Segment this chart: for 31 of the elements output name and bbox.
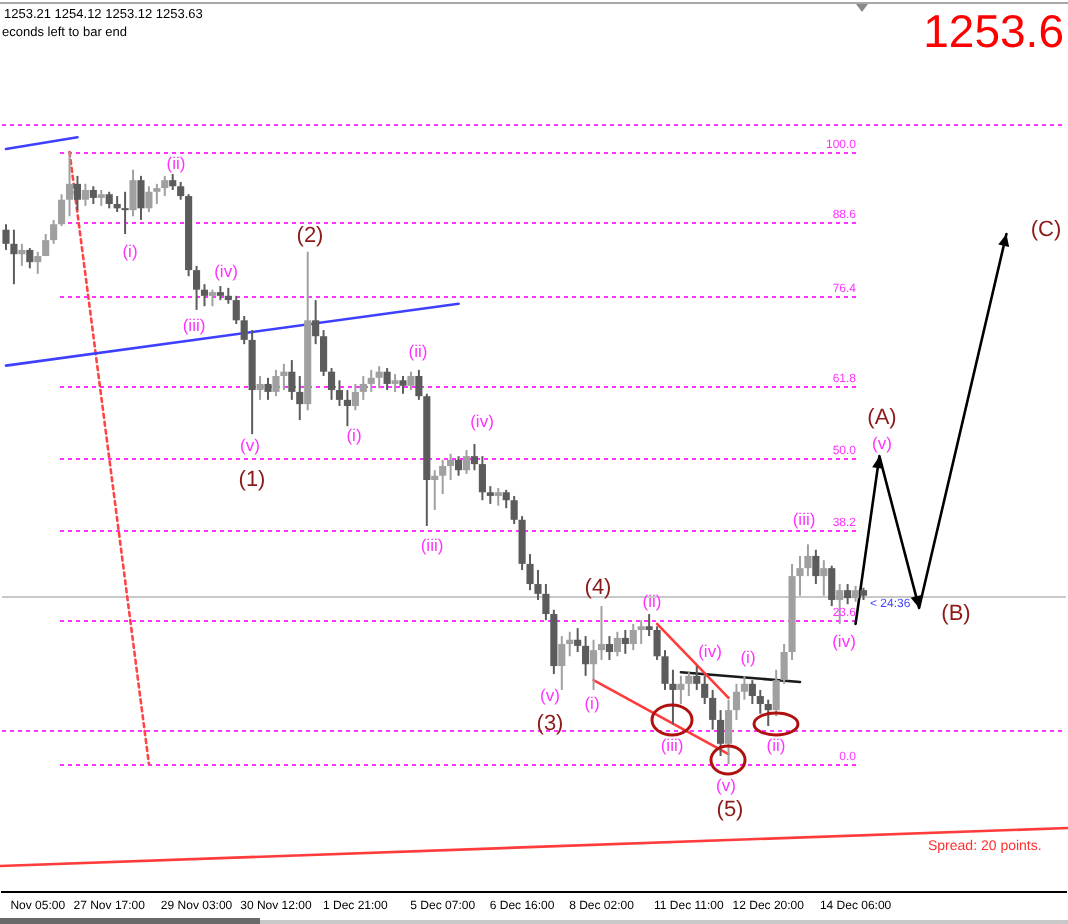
annotation: (i) [122,240,138,261]
annotation: (ii) [766,734,786,755]
annotation: (ii) [408,340,428,361]
annotation: (B) [941,602,971,627]
annotation: (v) [540,684,561,705]
annotation: (i) [740,646,756,667]
annotation: (iii) [420,534,444,555]
annotation: (i) [584,692,600,713]
candlestick [391,373,399,393]
annotation: (iv) [698,640,723,661]
text: (v) [716,774,737,795]
annotation: (A) [867,406,897,431]
annotation: (C) [1030,218,1062,243]
annotation: (iv) [470,410,495,431]
annotation: (3) [536,712,564,737]
text: (5) [716,798,744,823]
text: 1253.6 [923,4,1064,57]
annotation: (iv) [832,630,857,651]
annotation: (v) [240,434,261,455]
annotation: (v) [872,432,893,453]
annotation: (iv) [214,260,239,281]
annotation: (iii) [660,734,684,755]
annotation: (ii) [166,152,186,173]
annotation: (i) [346,424,362,445]
candlestick [399,374,407,395]
annotation: (iii) [182,314,206,335]
annotation: (2) [296,224,324,249]
annotation: (4) [584,576,612,601]
annotation: (1) [238,468,266,493]
annotation: (ii) [642,590,662,611]
annotation: (iii) [792,508,816,529]
